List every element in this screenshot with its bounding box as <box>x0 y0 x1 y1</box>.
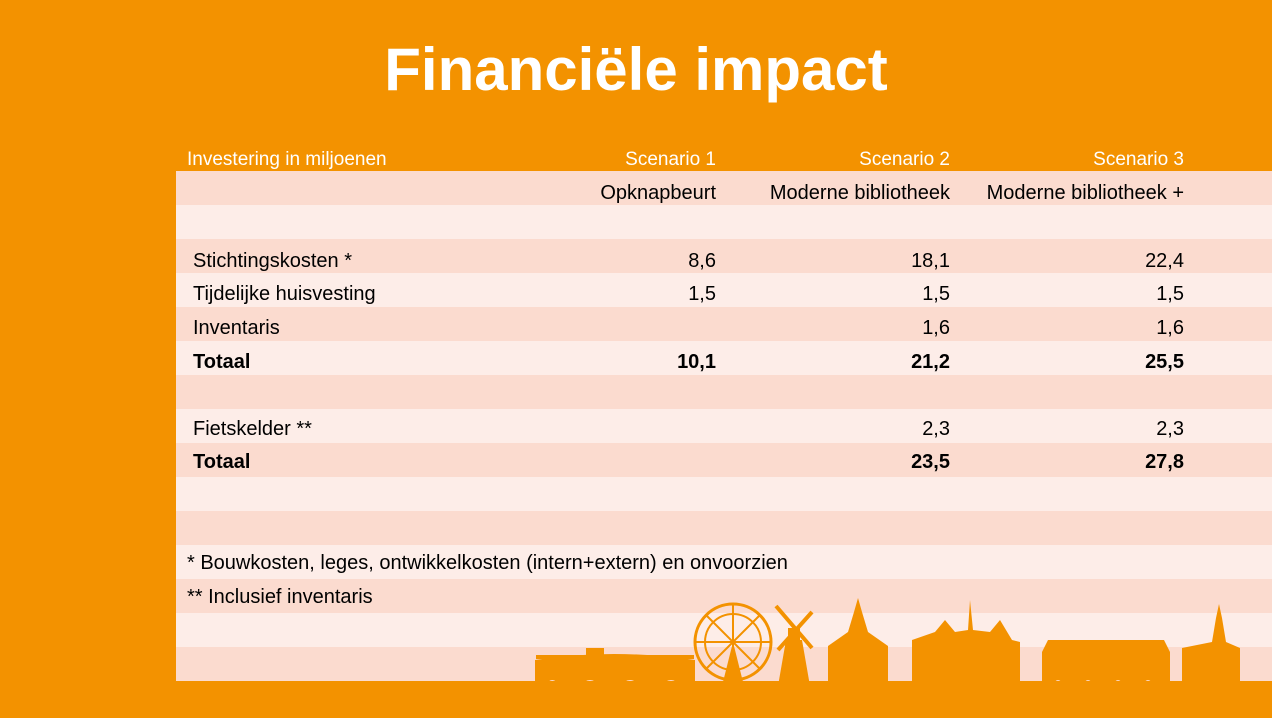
row-value: 22,4 <box>1145 250 1184 272</box>
total-value: 21,2 <box>911 351 950 373</box>
row-label: Fietskelder ** <box>193 418 312 440</box>
header-scenario-3: Scenario 3 <box>1093 149 1184 170</box>
row-value: 1,6 <box>922 317 950 339</box>
table-stripe <box>176 579 1272 613</box>
subtitle-scenario-2: Moderne bibliotheek <box>769 182 950 204</box>
total-value: 10,1 <box>677 351 716 373</box>
header-scenario-2: Scenario 2 <box>859 149 950 170</box>
table-stripe <box>176 511 1272 545</box>
row-value: 1,5 <box>922 283 950 305</box>
table-stripe <box>176 545 1272 579</box>
footnote: * Bouwkosten, leges, ontwikkelkosten (in… <box>187 552 788 574</box>
total-value: 25,5 <box>1145 351 1184 373</box>
city-skyline-icon <box>535 598 1240 686</box>
total-value: 23,5 <box>911 451 950 473</box>
row-label: Stichtingskosten * <box>193 250 352 272</box>
row-label: Inventaris <box>193 317 280 339</box>
table-stripe <box>176 443 1272 477</box>
table-stripe <box>176 273 1272 307</box>
row-label: Tijdelijke huisvesting <box>193 283 376 305</box>
row-value: 1,6 <box>1156 317 1184 339</box>
row-value: 18,1 <box>911 250 950 272</box>
table-stripe <box>176 341 1272 375</box>
investment-table <box>176 171 1272 687</box>
bottom-band <box>176 686 1272 718</box>
row-value: 8,6 <box>688 250 716 272</box>
footnote: ** Inclusief inventaris <box>187 586 373 608</box>
header-label: Investering in miljoenen <box>187 149 387 170</box>
total-value: 27,8 <box>1145 451 1184 473</box>
table-stripe <box>176 307 1272 341</box>
header-scenario-1: Scenario 1 <box>625 149 716 170</box>
table-stripe <box>176 477 1272 511</box>
table-stripe <box>176 409 1272 443</box>
table-stripe <box>176 375 1272 409</box>
row-value: 2,3 <box>1156 418 1184 440</box>
table-stripe <box>176 205 1272 239</box>
subtitle-scenario-3: Moderne bibliotheek + <box>986 182 1184 204</box>
row-value: 2,3 <box>922 418 950 440</box>
total-label: Totaal <box>193 351 251 373</box>
row-value: 1,5 <box>1156 283 1184 305</box>
table-stripe <box>176 239 1272 273</box>
table-stripe <box>176 171 1272 205</box>
page-title: Financiële impact <box>384 36 888 103</box>
total-label: Totaal <box>193 451 251 473</box>
row-value: 1,5 <box>688 283 716 305</box>
subtitle-scenario-1: Opknapbeurt <box>600 182 716 204</box>
